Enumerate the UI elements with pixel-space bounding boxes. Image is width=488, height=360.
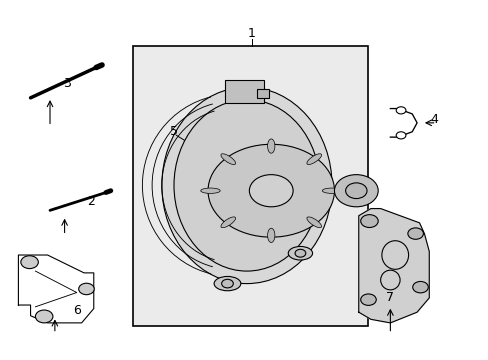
Ellipse shape — [214, 276, 241, 291]
Circle shape — [345, 183, 366, 199]
Ellipse shape — [162, 87, 331, 284]
Ellipse shape — [267, 139, 274, 153]
Circle shape — [207, 144, 334, 237]
Ellipse shape — [380, 270, 399, 290]
Text: 5: 5 — [170, 125, 178, 138]
Circle shape — [221, 279, 233, 288]
Polygon shape — [358, 208, 428, 323]
Text: 6: 6 — [73, 304, 81, 317]
Ellipse shape — [322, 188, 341, 193]
Ellipse shape — [381, 241, 408, 269]
Bar — [256, 89, 268, 98]
Circle shape — [35, 310, 53, 323]
Ellipse shape — [221, 217, 235, 228]
Ellipse shape — [287, 247, 312, 260]
Text: 7: 7 — [386, 291, 393, 305]
Ellipse shape — [306, 217, 321, 228]
Ellipse shape — [306, 154, 321, 165]
Circle shape — [334, 175, 377, 207]
Circle shape — [360, 215, 377, 228]
Text: 3: 3 — [63, 77, 71, 90]
Text: 4: 4 — [429, 113, 437, 126]
Circle shape — [395, 107, 405, 114]
Text: 2: 2 — [87, 195, 95, 208]
Circle shape — [294, 249, 305, 257]
Circle shape — [395, 132, 405, 139]
Circle shape — [407, 228, 423, 239]
Ellipse shape — [221, 154, 235, 165]
Circle shape — [412, 282, 427, 293]
Ellipse shape — [201, 188, 220, 193]
Circle shape — [249, 175, 292, 207]
Text: 1: 1 — [247, 27, 255, 40]
Circle shape — [21, 256, 38, 269]
FancyBboxPatch shape — [224, 80, 264, 103]
Circle shape — [79, 283, 94, 295]
Ellipse shape — [267, 228, 274, 243]
Ellipse shape — [174, 100, 319, 271]
FancyBboxPatch shape — [132, 46, 368, 327]
Circle shape — [360, 294, 375, 305]
